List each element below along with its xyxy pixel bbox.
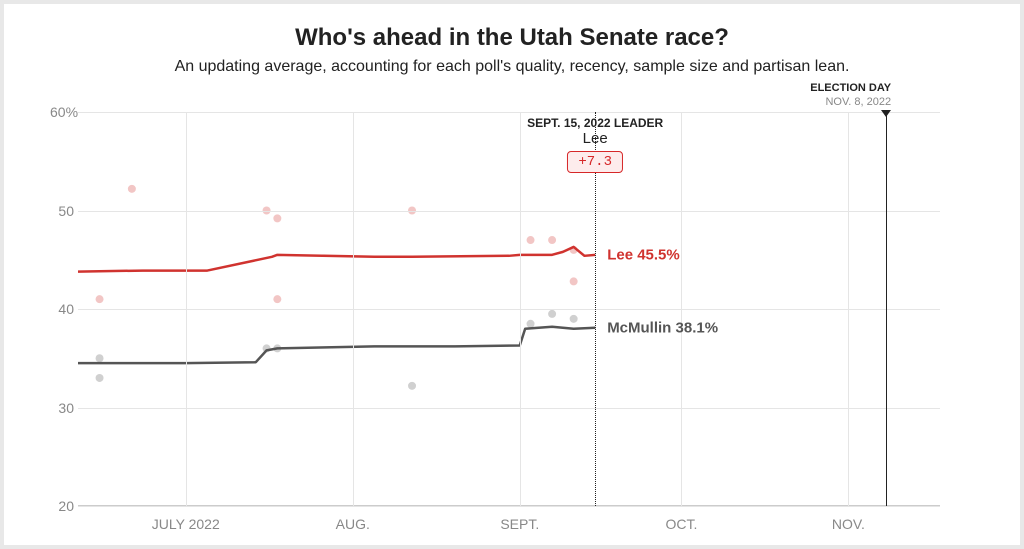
gridline-horizontal xyxy=(78,408,940,409)
gridline-vertical xyxy=(520,112,521,506)
poll-dot xyxy=(408,382,416,390)
x-axis-label: NOV. xyxy=(832,516,865,532)
y-axis-label: 30 xyxy=(50,400,74,416)
y-axis-label: 40 xyxy=(50,301,74,317)
gridline-horizontal xyxy=(78,211,940,212)
poll-dot xyxy=(570,277,578,285)
series-end-label: Lee 45.5% xyxy=(607,246,680,263)
poll-dot xyxy=(273,295,281,303)
election-day-text: ELECTION DAY xyxy=(791,82,891,96)
y-axis-label: 60% xyxy=(50,104,74,120)
x-axis-label: OCT. xyxy=(665,516,697,532)
poll-dot xyxy=(273,214,281,222)
election-day-marker xyxy=(886,112,887,506)
chart-subtitle: An updating average, accounting for each… xyxy=(4,58,1020,76)
poll-dot xyxy=(548,310,556,318)
series-line xyxy=(78,247,595,272)
cursor-leader-name: Lee xyxy=(527,130,663,147)
poll-dot xyxy=(570,315,578,323)
x-axis-label: JULY 2022 xyxy=(152,516,220,532)
gridline-vertical xyxy=(681,112,682,506)
election-day-date: NOV. 8, 2022 xyxy=(791,96,891,110)
poll-dot xyxy=(96,374,104,382)
gridline-vertical xyxy=(848,112,849,506)
chart-title: Who's ahead in the Utah Senate race? xyxy=(4,4,1020,52)
cursor-date-label: SEPT. 15, 2022 LEADER xyxy=(527,116,663,130)
cursor-tooltip: SEPT. 15, 2022 LEADER Lee +7.3 xyxy=(527,116,663,173)
cursor-margin-badge: +7.3 xyxy=(567,151,623,173)
poll-dot xyxy=(128,185,136,193)
poll-dot xyxy=(96,354,104,362)
election-day-triangle-icon xyxy=(881,110,891,117)
series-line xyxy=(78,327,595,363)
x-axis-label: SEPT. xyxy=(500,516,539,532)
gridline-horizontal xyxy=(78,506,940,507)
poll-dot xyxy=(527,236,535,244)
chart-plot-area[interactable] xyxy=(78,112,940,506)
election-day-label: ELECTION DAY NOV. 8, 2022 xyxy=(791,82,891,110)
y-axis-label: 50 xyxy=(50,203,74,219)
gridline-horizontal xyxy=(78,309,940,310)
gridline-horizontal xyxy=(78,112,940,113)
chart-card: Who's ahead in the Utah Senate race? An … xyxy=(4,4,1020,545)
y-axis-label: 20 xyxy=(50,498,74,514)
viewport: Who's ahead in the Utah Senate race? An … xyxy=(0,0,1024,549)
series-end-label: McMullin 38.1% xyxy=(607,319,718,336)
poll-dot xyxy=(548,236,556,244)
poll-dot xyxy=(527,320,535,328)
poll-dot xyxy=(96,295,104,303)
x-axis-label: AUG. xyxy=(336,516,370,532)
gridline-vertical xyxy=(186,112,187,506)
gridline-vertical xyxy=(353,112,354,506)
